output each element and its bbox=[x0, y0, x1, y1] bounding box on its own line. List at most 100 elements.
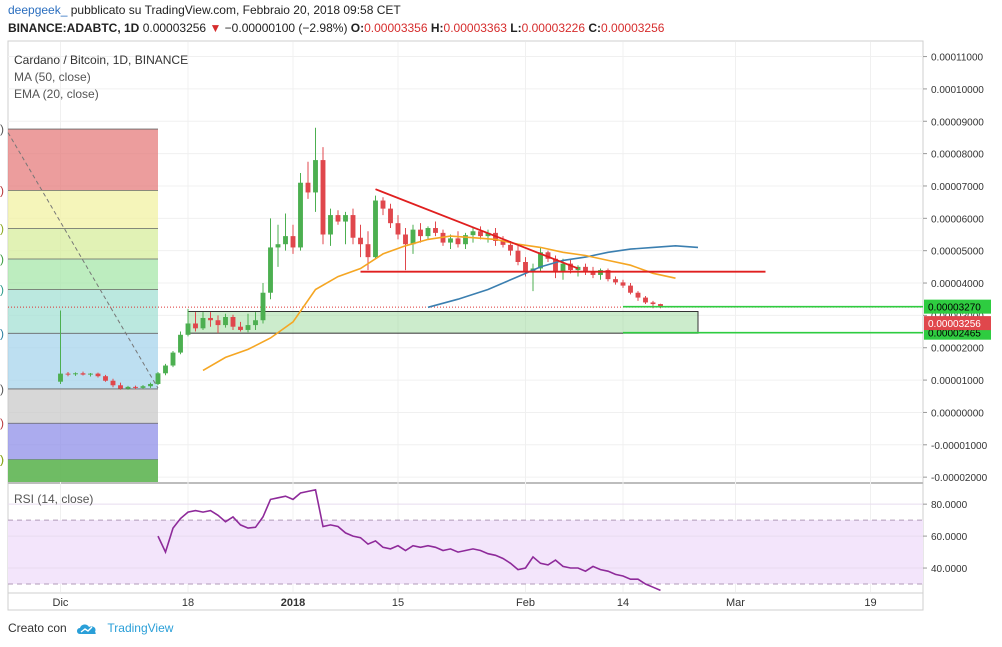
candle[interactable] bbox=[253, 312, 258, 330]
created-with-text: Creato con bbox=[8, 621, 67, 635]
candle[interactable] bbox=[313, 127, 318, 212]
candle[interactable] bbox=[388, 203, 393, 229]
candle[interactable] bbox=[148, 382, 153, 388]
candle[interactable] bbox=[140, 384, 146, 389]
candle[interactable] bbox=[73, 372, 78, 376]
candlestick-series[interactable] bbox=[58, 127, 663, 390]
candle[interactable] bbox=[208, 312, 213, 327]
candle[interactable] bbox=[478, 226, 483, 240]
author-link[interactable]: deepgeek_ bbox=[8, 3, 68, 17]
candle-body bbox=[433, 228, 438, 233]
candle[interactable] bbox=[643, 295, 648, 305]
candle-body bbox=[508, 244, 513, 251]
candle[interactable] bbox=[298, 173, 303, 251]
candle[interactable] bbox=[103, 374, 108, 382]
candle[interactable] bbox=[163, 363, 168, 376]
candle-body bbox=[553, 258, 558, 272]
candle[interactable] bbox=[223, 313, 228, 328]
candle[interactable] bbox=[238, 321, 243, 332]
candle[interactable] bbox=[613, 276, 618, 285]
x-tick-label: 18 bbox=[182, 597, 194, 609]
time-axis[interactable]: Dic 18 2018 15 Feb 14 Mar 19 bbox=[53, 597, 877, 609]
y-tick-label: 0.00001000 bbox=[931, 376, 984, 387]
candle[interactable] bbox=[200, 312, 206, 330]
candle[interactable] bbox=[448, 234, 453, 250]
candle[interactable] bbox=[125, 385, 131, 390]
candle[interactable] bbox=[373, 195, 378, 259]
candle[interactable] bbox=[328, 208, 333, 246]
candle[interactable] bbox=[95, 372, 101, 378]
trend-drawings[interactable] bbox=[360, 188, 924, 334]
candle[interactable] bbox=[245, 313, 251, 333]
candle[interactable] bbox=[418, 223, 423, 243]
candle[interactable] bbox=[335, 210, 341, 225]
candle-body bbox=[215, 320, 221, 326]
brand-link[interactable]: TradingView bbox=[107, 621, 174, 635]
candle[interactable] bbox=[58, 310, 63, 384]
candle-body bbox=[395, 223, 401, 235]
rsi-series bbox=[157, 488, 661, 592]
candle-body bbox=[290, 236, 296, 248]
candle[interactable] bbox=[230, 314, 236, 330]
candle[interactable] bbox=[425, 226, 431, 240]
candle[interactable] bbox=[283, 213, 288, 251]
candle[interactable] bbox=[305, 161, 311, 199]
candle[interactable] bbox=[215, 315, 221, 334]
candle[interactable] bbox=[433, 221, 438, 237]
x-tick-label: 14 bbox=[617, 597, 629, 609]
candle[interactable] bbox=[410, 224, 416, 254]
candle[interactable] bbox=[470, 228, 476, 243]
candle[interactable] bbox=[598, 268, 603, 280]
candle[interactable] bbox=[320, 147, 326, 245]
candle-body bbox=[155, 373, 161, 384]
candle[interactable] bbox=[275, 224, 281, 267]
x-tick-label: 15 bbox=[392, 597, 404, 609]
candle[interactable] bbox=[455, 231, 461, 248]
candle[interactable] bbox=[178, 331, 183, 355]
fibonacci-retracement[interactable]: 0(0.00008759) 0.236(0.00006863) 0.382(0.00… bbox=[0, 122, 159, 482]
price-change: −0.00000100 (−2.98%) bbox=[224, 21, 348, 35]
candle[interactable] bbox=[635, 291, 641, 301]
candle-body bbox=[148, 383, 153, 387]
candle-body bbox=[658, 304, 663, 308]
candle[interactable] bbox=[515, 245, 521, 266]
tradingview-cloud-icon[interactable] bbox=[76, 623, 98, 635]
candle[interactable] bbox=[170, 350, 176, 368]
candle[interactable] bbox=[185, 308, 191, 337]
candle[interactable] bbox=[350, 208, 356, 245]
candle[interactable] bbox=[260, 283, 266, 324]
candle[interactable] bbox=[463, 232, 468, 250]
candle[interactable] bbox=[403, 228, 408, 271]
candle[interactable] bbox=[530, 263, 536, 292]
rsi-axis[interactable]: 80.0000 60.0000 40.0000 bbox=[923, 500, 968, 575]
candle-body bbox=[358, 237, 363, 245]
level-tag-label: 0.00002465 bbox=[928, 329, 981, 340]
candle[interactable] bbox=[65, 372, 71, 377]
candle[interactable] bbox=[193, 312, 198, 332]
candle[interactable] bbox=[290, 224, 296, 254]
candle[interactable] bbox=[628, 283, 633, 295]
candle-body bbox=[253, 320, 258, 326]
candle[interactable] bbox=[268, 218, 273, 300]
candle[interactable] bbox=[380, 197, 386, 216]
rsi-grid bbox=[8, 503, 923, 585]
y-tick-label: 0.00009000 bbox=[931, 117, 984, 128]
candle[interactable] bbox=[110, 378, 116, 388]
candle[interactable] bbox=[88, 372, 93, 377]
candle[interactable] bbox=[485, 229, 491, 243]
candle[interactable] bbox=[583, 263, 588, 275]
candle[interactable] bbox=[80, 371, 86, 376]
x-tick-label: Feb bbox=[516, 597, 535, 609]
price-axis[interactable]: 0.00011000 0.00010000 0.00009000 0.00008000… bbox=[923, 53, 988, 485]
candle-body bbox=[110, 380, 116, 386]
candle[interactable] bbox=[133, 385, 138, 390]
x-tick-label: 19 bbox=[864, 597, 876, 609]
candle[interactable] bbox=[358, 224, 363, 258]
candle[interactable] bbox=[605, 268, 611, 282]
candle[interactable] bbox=[155, 372, 161, 385]
candle[interactable] bbox=[395, 215, 401, 240]
candle[interactable] bbox=[620, 279, 626, 288]
candle[interactable] bbox=[343, 211, 348, 245]
candle[interactable] bbox=[118, 382, 123, 390]
